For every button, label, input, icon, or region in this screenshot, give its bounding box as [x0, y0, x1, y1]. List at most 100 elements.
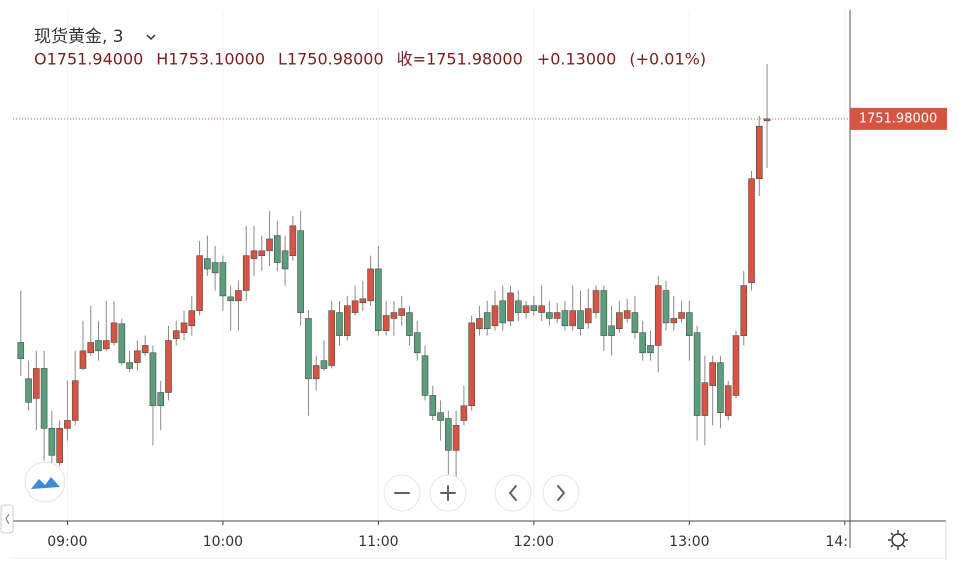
candle-body: [647, 345, 654, 354]
settings-button[interactable]: [888, 530, 908, 550]
candle-body: [732, 335, 740, 396]
candle-body: [274, 235, 281, 263]
candle-body: [476, 318, 483, 330]
x-tick-label: 12:00: [514, 534, 554, 550]
candle-body: [188, 310, 196, 327]
zoom-out-button[interactable]: [383, 474, 421, 512]
candle-body: [227, 296, 234, 302]
candle-body: [686, 312, 693, 336]
candle-body: [437, 412, 444, 421]
candle-body: [483, 312, 491, 330]
candle-body: [25, 378, 32, 403]
scroll-left-button[interactable]: [494, 474, 532, 512]
settings-gear[interactable]: [891, 533, 905, 547]
legend-value: O1751.94000: [34, 50, 143, 69]
candle-body: [289, 225, 297, 256]
side-toggle-box[interactable]: [0, 504, 14, 534]
candle-body: [48, 427, 56, 456]
chart-title: 现货黄金, 3: [34, 27, 124, 47]
candle-body: [172, 330, 180, 339]
legend-value: H1753.10000: [156, 50, 265, 69]
candle-body: [64, 420, 71, 429]
candle-body: [250, 250, 258, 259]
candle-body: [196, 255, 203, 311]
candle-body: [460, 405, 468, 421]
candle-body: [452, 425, 460, 451]
candle-body: [756, 125, 763, 179]
candle-body: [118, 323, 126, 363]
symbol-dropdown[interactable]: [146, 34, 156, 41]
candle-body: [717, 362, 724, 413]
candle-body: [592, 290, 600, 313]
x-tick-label: 11:00: [358, 534, 398, 550]
candle-body: [445, 418, 452, 451]
candle-body: [165, 340, 172, 393]
candle-body: [507, 292, 514, 322]
candle-body: [211, 262, 219, 274]
candle-body: [110, 322, 118, 343]
candle-body: [102, 340, 110, 350]
candle-body: [351, 300, 359, 313]
candle-body: [180, 322, 188, 333]
candle-body: [79, 350, 87, 369]
candle-body: [219, 262, 227, 297]
ohlc-legend: O1751.94000 H1753.10000 L1750.98000 收=1751.…: [34, 50, 706, 69]
candle-body: [266, 238, 273, 252]
candle-body: [600, 290, 608, 336]
candle-body: [359, 298, 367, 304]
candle-body: [553, 312, 561, 319]
legend-value: L1750.98000: [278, 50, 384, 69]
settings-gear-teeth: [888, 530, 908, 550]
candle-body: [56, 427, 63, 463]
candle-body: [305, 318, 312, 380]
candle-body: [491, 305, 499, 327]
candle-body: [701, 382, 709, 416]
candle-body: [468, 322, 475, 407]
candle-body: [538, 305, 545, 313]
logo-circle[interactable]: [24, 461, 66, 503]
candle-body: [748, 178, 755, 283]
candle-body: [134, 350, 141, 363]
candle-body: [577, 310, 584, 330]
candle-body: [367, 268, 374, 302]
candle-body: [631, 312, 639, 333]
candle-body: [281, 250, 289, 270]
candle-body: [522, 305, 530, 313]
candle-body: [569, 310, 577, 327]
x-tick-label: 13:00: [669, 534, 709, 550]
candle-body: [126, 362, 133, 369]
candle-body: [398, 308, 405, 316]
last-price-badge: [850, 107, 947, 130]
candle-body: [515, 300, 522, 313]
candle-body: [724, 385, 732, 416]
side-toggle-arrow: [5, 513, 10, 525]
logo[interactable]: [24, 461, 66, 503]
candle-body: [639, 332, 646, 354]
candle-body: [95, 340, 102, 352]
candle-body: [584, 308, 592, 324]
candle-body: [17, 342, 25, 359]
candle-body: [141, 345, 149, 354]
candle-body: [382, 315, 390, 332]
zoom-in-button[interactable]: [429, 474, 467, 512]
logo-icon: [31, 477, 60, 489]
candle-body: [421, 355, 429, 396]
candle-body: [709, 362, 716, 386]
side-toggle[interactable]: [0, 504, 14, 534]
scroll-right-button[interactable]: [542, 474, 580, 512]
candle-body: [654, 285, 662, 346]
candle-body: [242, 255, 250, 291]
candle-body: [662, 290, 670, 324]
plot-area: [13, 10, 850, 520]
candle-body: [608, 325, 615, 336]
candle-body: [87, 342, 95, 354]
candle-body: [40, 368, 48, 429]
candle-body: [623, 310, 631, 319]
x-tick-label: 14:: [825, 534, 848, 550]
candle-body: [157, 392, 165, 407]
candle-body: [343, 305, 351, 336]
candle-body: [204, 258, 211, 270]
